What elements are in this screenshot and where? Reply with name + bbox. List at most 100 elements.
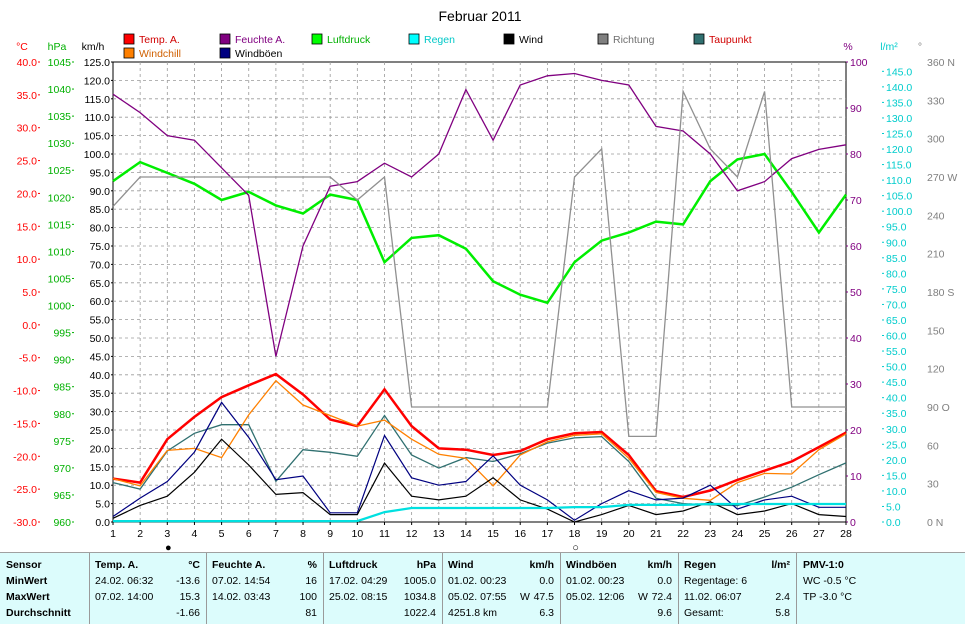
axis-unit-rain: l/m² bbox=[880, 41, 898, 53]
tick-label-kmh: 5.0 bbox=[95, 499, 110, 511]
stats-wind-distance: 4251.8 km bbox=[448, 607, 498, 619]
x-tick-label: 17 bbox=[542, 528, 554, 540]
stats-press-header: Luftdruck bbox=[329, 559, 378, 571]
tick-label-dir: 180 S bbox=[927, 287, 954, 299]
tick-label-dir: 90 O bbox=[927, 402, 950, 414]
tick-label-kmh: 90.0 bbox=[90, 186, 111, 198]
stats-press-max-date: 25.02. 08:15 bbox=[329, 591, 388, 603]
tick-label-press: 975 bbox=[53, 436, 71, 448]
tick-label-pct: 30 bbox=[850, 379, 862, 391]
x-tick-label: 2 bbox=[137, 528, 143, 540]
tick-label-temp: -25.0 bbox=[13, 484, 37, 496]
axis-unit-temp: °C bbox=[16, 41, 28, 53]
moon-phase-marker: ● bbox=[165, 542, 172, 552]
tick-label-kmh: 10.0 bbox=[90, 480, 111, 492]
tick-label-dir: 300 bbox=[927, 134, 945, 146]
stats-humidity-column: Feuchte A.% 07.02. 14:54 16 14.02. 03:43 1… bbox=[206, 553, 323, 624]
x-tick-label: 10 bbox=[351, 528, 363, 540]
tick-label-rain: 20.0 bbox=[886, 455, 907, 467]
x-tick-label: 14 bbox=[460, 528, 472, 540]
tick-label-rain: 5.0 bbox=[886, 501, 901, 513]
x-tick-label: 5 bbox=[219, 528, 225, 540]
tick-label-press: 1005 bbox=[48, 273, 72, 285]
x-tick-label: 27 bbox=[813, 528, 825, 540]
tick-label-temp: 0.0 bbox=[22, 320, 37, 332]
x-tick-label: 23 bbox=[704, 528, 716, 540]
tick-label-press: 970 bbox=[53, 463, 71, 475]
tick-label-kmh: 45.0 bbox=[90, 351, 111, 363]
tick-label-pct: 10 bbox=[850, 471, 862, 483]
tick-label-rain: 130.0 bbox=[886, 113, 912, 125]
legend-swatch bbox=[123, 33, 135, 45]
tick-label-rain: 105.0 bbox=[886, 191, 912, 203]
stats-rain-total-label: Gesamt: bbox=[684, 607, 724, 619]
tick-label-kmh: 30.0 bbox=[90, 407, 111, 419]
tick-label-rain: 110.0 bbox=[886, 175, 912, 187]
x-tick-label: 15 bbox=[487, 528, 499, 540]
tick-label-press: 1020 bbox=[48, 192, 72, 204]
legend-label: Feuchte A. bbox=[235, 34, 285, 46]
tick-label-kmh: 65.0 bbox=[90, 278, 111, 290]
legend-swatch bbox=[123, 47, 135, 59]
stats-gust-column: Windböen km/h 01.02. 00:23 0.0 05.02. 12:0… bbox=[560, 553, 678, 624]
tick-label-pct: 70 bbox=[850, 195, 862, 207]
tick-label-pct: 100 bbox=[850, 57, 868, 69]
stats-hum-header: Feuchte A. bbox=[212, 559, 266, 571]
legend-label: Windböen bbox=[235, 48, 282, 60]
tick-label-kmh: 110.0 bbox=[85, 112, 111, 124]
tick-label-kmh: 35.0 bbox=[90, 388, 111, 400]
tick-label-dir: 330 bbox=[927, 95, 945, 107]
tick-label-temp: 25.0 bbox=[17, 156, 38, 168]
x-tick-label: 3 bbox=[164, 528, 170, 540]
stats-temp-min-date: 24.02. 06:32 bbox=[95, 575, 154, 587]
x-tick-label: 25 bbox=[759, 528, 771, 540]
legend-label: Luftdruck bbox=[327, 34, 371, 46]
tick-label-temp: -20.0 bbox=[13, 451, 37, 463]
stats-wind-max-date: 05.02. 07:55 bbox=[448, 591, 507, 603]
stats-gust-min-value: 0.0 bbox=[657, 575, 672, 587]
x-tick-label: 11 bbox=[379, 528, 390, 540]
tick-label-kmh: 55.0 bbox=[90, 315, 111, 327]
tick-label-dir: 360 N bbox=[927, 57, 955, 69]
tick-label-press: 1040 bbox=[48, 84, 72, 96]
tick-label-rain: 60.0 bbox=[886, 331, 907, 343]
stats-pmv-dewpoint: TP -3.0 °C bbox=[803, 591, 852, 603]
stats-temp-avg-value: -1.66 bbox=[176, 607, 200, 619]
tick-label-temp: 20.0 bbox=[17, 188, 38, 200]
tick-label-temp: -30.0 bbox=[13, 517, 37, 529]
stats-temp-max-value: 15.3 bbox=[179, 591, 200, 603]
tick-label-kmh: 80.0 bbox=[90, 223, 111, 235]
legend-swatch bbox=[503, 33, 515, 45]
legend-swatch bbox=[408, 33, 420, 45]
tick-label-pct: 0 bbox=[850, 517, 856, 529]
stats-press-max-value: 1034.8 bbox=[403, 591, 436, 603]
tick-label-rain: 135.0 bbox=[886, 97, 912, 109]
tick-label-kmh: 40.0 bbox=[90, 370, 111, 382]
stats-rain-header: Regen bbox=[684, 559, 717, 571]
stats-pmv-windchill: WC -0.5 °C bbox=[803, 575, 857, 587]
legend-label: Temp. A. bbox=[139, 34, 180, 46]
stats-temp-header: Temp. A. bbox=[95, 559, 139, 571]
stats-wind-header: Wind bbox=[448, 559, 474, 571]
tick-label-pct: 90 bbox=[850, 103, 862, 115]
tick-label-rain: 65.0 bbox=[886, 315, 907, 327]
stats-sensor-label: Sensor bbox=[6, 559, 42, 571]
axis-unit-pct: % bbox=[843, 41, 852, 53]
tick-label-kmh: 95.0 bbox=[90, 167, 111, 179]
series-line-regen bbox=[113, 502, 846, 523]
series-line-taupunkt bbox=[112, 414, 847, 507]
tick-label-dir: 270 W bbox=[927, 172, 957, 184]
legend-label: Taupunkt bbox=[709, 34, 752, 46]
tick-label-temp: 30.0 bbox=[17, 123, 38, 135]
stats-max-label: MaxWert bbox=[6, 591, 50, 603]
tick-label-press: 1015 bbox=[48, 219, 72, 231]
series-line-temp-a- bbox=[112, 372, 847, 499]
tick-label-kmh: 60.0 bbox=[90, 296, 111, 308]
x-tick-label: 12 bbox=[406, 528, 418, 540]
tick-label-temp: 40.0 bbox=[17, 57, 38, 69]
tick-label-press: 1045 bbox=[48, 57, 72, 69]
tick-label-kmh: 75.0 bbox=[90, 241, 111, 253]
tick-label-pct: 40 bbox=[850, 333, 862, 345]
tick-label-press: 1035 bbox=[48, 111, 72, 123]
stats-min-label: MinWert bbox=[6, 575, 48, 587]
